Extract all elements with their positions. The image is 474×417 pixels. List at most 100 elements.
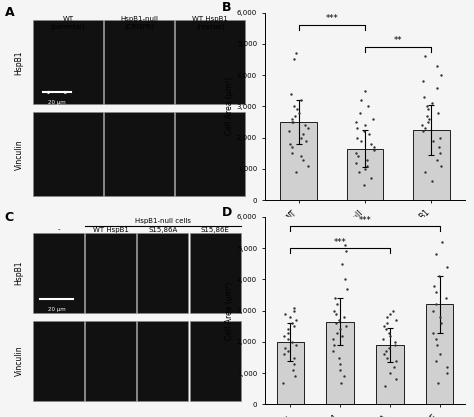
Text: WT HspB1: WT HspB1 [93, 227, 129, 233]
Point [392, 339, 399, 345]
Point [385, 329, 392, 336]
Point [360, 128, 367, 135]
Point [295, 109, 303, 116]
Point [382, 326, 390, 333]
Point [288, 339, 296, 345]
Point [337, 326, 344, 333]
Text: Vinculin: Vinculin [15, 139, 23, 170]
Point [443, 370, 450, 377]
Point [289, 116, 296, 122]
Point [288, 90, 295, 97]
Point [338, 332, 346, 339]
Point [442, 295, 449, 301]
Point [297, 153, 304, 160]
Point [432, 251, 439, 258]
Point [352, 159, 360, 166]
Point [433, 63, 440, 69]
Text: **: ** [394, 36, 402, 45]
Point [436, 150, 444, 157]
Point [291, 56, 298, 63]
Point [391, 364, 398, 370]
Point [337, 379, 345, 386]
Text: ***: *** [326, 15, 338, 23]
Point [330, 307, 337, 314]
Point [429, 329, 437, 336]
Text: HspB1-null cells: HspB1-null cells [135, 218, 191, 224]
Point [379, 335, 386, 342]
Point [387, 370, 394, 377]
Point [365, 103, 372, 110]
Point [436, 134, 444, 141]
Point [392, 357, 400, 364]
Point [386, 332, 394, 339]
Point [355, 168, 363, 175]
Point [382, 348, 390, 354]
Point [424, 118, 432, 125]
Text: S15,86E: S15,86E [201, 227, 229, 233]
Point [392, 317, 400, 324]
Text: C: C [5, 211, 14, 224]
Point [291, 112, 299, 119]
Point [385, 345, 392, 352]
Point [428, 100, 436, 107]
Point [291, 304, 298, 311]
Point [284, 329, 292, 336]
Point [291, 103, 298, 110]
Point [338, 260, 346, 267]
Point [438, 239, 446, 245]
Point [337, 360, 344, 367]
Y-axis label: Cell Area (μm²): Cell Area (μm²) [225, 281, 234, 340]
Point [279, 379, 287, 386]
Point [291, 373, 299, 379]
Point [341, 242, 348, 249]
Point [421, 168, 429, 175]
Text: B: B [222, 1, 231, 14]
Point [423, 103, 431, 110]
Point [423, 112, 430, 119]
Point [292, 317, 300, 324]
Point [293, 106, 301, 113]
Text: S15,86A: S15,86A [148, 227, 178, 233]
Point [391, 342, 399, 349]
Point [436, 351, 443, 358]
Point [292, 342, 300, 349]
Point [428, 178, 436, 185]
Point [285, 128, 293, 135]
Point [335, 354, 343, 361]
Point [438, 320, 445, 327]
Point [421, 53, 429, 60]
Point [436, 273, 443, 280]
Point [381, 323, 388, 329]
Text: 20 μm: 20 μm [48, 100, 66, 106]
Bar [280, 122, 317, 200]
Point [357, 97, 365, 103]
Point [329, 335, 337, 342]
Text: HspB1: HspB1 [15, 261, 23, 285]
Point [386, 310, 394, 317]
Point [290, 367, 297, 374]
Point [352, 118, 359, 125]
Point [289, 118, 296, 125]
Point [329, 348, 337, 354]
Y-axis label: Cell Area (μm²): Cell Area (μm²) [225, 77, 234, 136]
Point [362, 166, 369, 172]
Point [340, 373, 348, 379]
Text: WT
(parental): WT (parental) [51, 16, 85, 30]
Bar [277, 342, 304, 404]
Point [433, 342, 440, 349]
Point [362, 88, 369, 94]
Point [369, 116, 377, 122]
Point [291, 354, 298, 361]
Point [335, 317, 343, 324]
Point [289, 320, 296, 327]
Point [437, 163, 445, 169]
Point [286, 141, 293, 147]
Point [281, 345, 288, 352]
Bar [413, 130, 449, 200]
Bar [426, 304, 453, 404]
Point [433, 301, 440, 308]
Point [292, 168, 300, 175]
Bar [376, 345, 403, 404]
Point [354, 125, 361, 132]
Point [389, 307, 397, 314]
